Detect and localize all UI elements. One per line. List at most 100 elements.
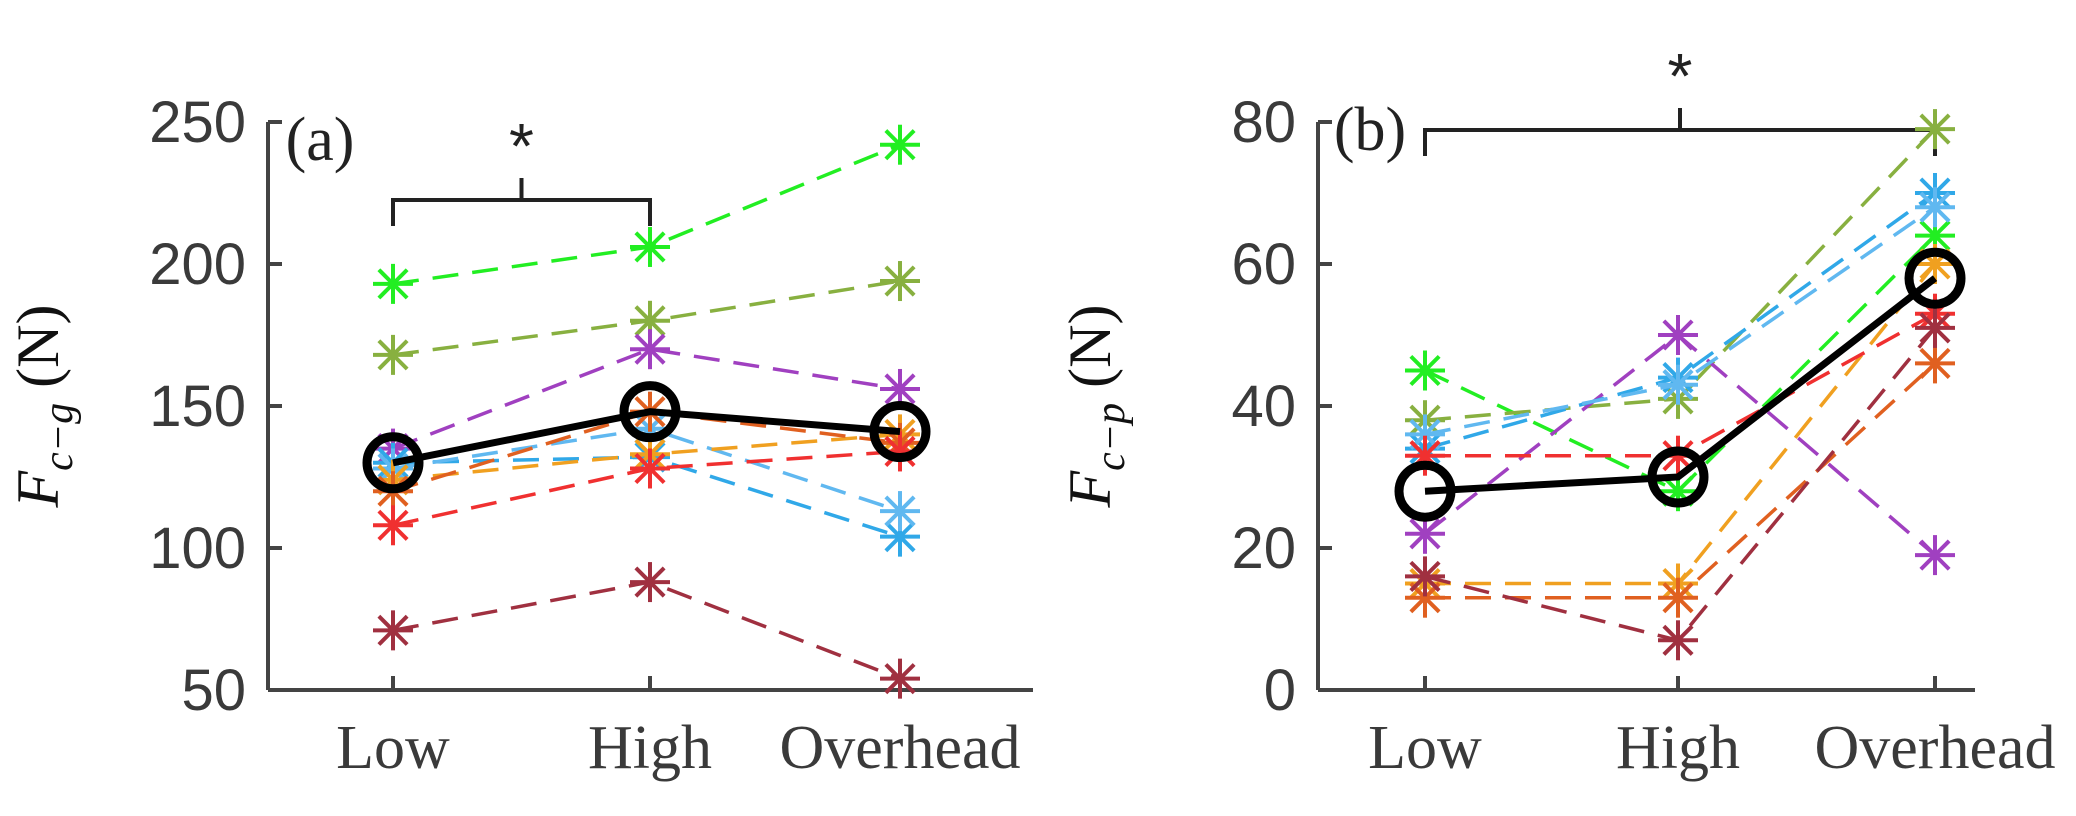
star-stroke: [884, 129, 916, 161]
data-point: [880, 368, 920, 409]
panel-label: (a): [286, 106, 355, 174]
x-tick-label: Overhead: [780, 714, 1021, 782]
star-stroke: [884, 521, 916, 553]
star-stroke: [634, 452, 666, 485]
y-axis-label: Fc−g (N): [5, 305, 82, 509]
x-tick-label: Low: [1368, 714, 1482, 782]
series-red: [373, 431, 920, 546]
series-line: [392, 143, 901, 286]
data-point: [1405, 350, 1445, 391]
series-line: [392, 580, 901, 681]
y-label-symbol: F: [1057, 469, 1123, 508]
data-point: [373, 505, 413, 546]
significance-bracket: [391, 178, 652, 226]
star-stroke: [377, 614, 409, 646]
star-stroke: [884, 265, 916, 297]
mean-point: [362, 432, 424, 494]
y-tick-label: 200: [149, 232, 246, 297]
star-stroke: [1919, 539, 1951, 571]
data-point: [1405, 556, 1445, 597]
star-stroke: [1662, 369, 1694, 401]
series-olive: [373, 261, 920, 375]
y-label-symbol: F: [5, 469, 71, 508]
data-point: [1915, 535, 1955, 576]
bracket-line: [1423, 128, 1937, 156]
x-tick-label: Low: [336, 714, 450, 782]
star-stroke: [634, 231, 666, 263]
data-point: [1658, 364, 1698, 405]
mean-point: [869, 401, 931, 463]
significance-star: *: [509, 110, 534, 182]
data-point: [880, 658, 920, 699]
y-tick-label: 50: [181, 658, 246, 723]
significance-bracket: [1423, 108, 1937, 156]
x-tick-label: High: [588, 714, 712, 782]
star-stroke: [1919, 220, 1951, 252]
star-stroke: [884, 435, 916, 467]
mean-point: [1904, 247, 1966, 309]
star-stroke: [1662, 440, 1694, 472]
bracket-line: [391, 198, 652, 226]
y-axis-label: Fc−p (N): [1057, 305, 1134, 509]
star-stroke: [884, 495, 916, 527]
y-tick-label: 60: [1231, 232, 1296, 297]
mean-point: [619, 381, 681, 443]
data-point: [1915, 307, 1955, 348]
panel-b: 0 20 40 60 80 Low High Overhead (b) Fc−p (N) *: [1057, 40, 2055, 782]
data-point: [880, 124, 920, 165]
data-point: [880, 491, 920, 532]
y-tick-label: 150: [149, 374, 246, 439]
mean-line: [392, 408, 901, 467]
data-point: [1915, 109, 1955, 150]
series-mean: [1394, 247, 1966, 522]
mean-point: [1647, 446, 1709, 508]
star-stroke: [1919, 312, 1951, 344]
y-tick-label: 80: [1231, 90, 1296, 155]
data-point: [373, 263, 413, 304]
star-stroke: [377, 268, 409, 300]
star-stroke: [1409, 518, 1441, 550]
series-maroon: [1405, 307, 1955, 661]
series-line: [392, 409, 901, 493]
significance-star: *: [1668, 40, 1693, 112]
star-stroke: [1919, 347, 1951, 379]
series-line: [392, 347, 901, 451]
series-maroon: [373, 562, 920, 699]
y-label-subscript: c−p: [1088, 403, 1134, 471]
data-point: [1915, 343, 1955, 384]
star-stroke: [1919, 113, 1951, 145]
star-stroke: [377, 339, 409, 371]
y-tick-label: 250: [149, 90, 246, 155]
data-point: [1915, 187, 1955, 228]
y-tick-label: 40: [1231, 374, 1296, 439]
star-stroke: [884, 663, 916, 695]
y-label-unit: (N): [5, 305, 71, 403]
data-point: [1658, 315, 1698, 355]
series-mean: [362, 381, 931, 494]
mean-line: [1424, 275, 1938, 495]
x-tick-label: High: [1616, 714, 1740, 782]
star-stroke: [634, 305, 666, 337]
y-tick-label: 100: [149, 516, 246, 581]
data-point: [630, 226, 670, 267]
star-stroke: [1662, 319, 1694, 351]
data-point: [1658, 577, 1698, 618]
x-tick-label: Overhead: [1815, 714, 2056, 782]
series-green: [373, 124, 920, 304]
panel-label: (b): [1334, 96, 1406, 164]
star-stroke: [1662, 624, 1694, 656]
star-stroke: [1409, 560, 1441, 592]
data-point: [630, 329, 670, 370]
y-label-unit: (N): [1057, 305, 1123, 403]
y-tick-label: 0: [1264, 658, 1296, 723]
data-point: [373, 610, 413, 651]
data-point: [630, 562, 670, 603]
star-stroke: [1919, 191, 1951, 223]
data-point: [880, 261, 920, 302]
star-stroke: [634, 566, 666, 598]
mean-point: [1394, 460, 1456, 522]
data-point: [630, 448, 670, 489]
data-point: [1658, 620, 1698, 661]
star-stroke: [634, 333, 666, 365]
